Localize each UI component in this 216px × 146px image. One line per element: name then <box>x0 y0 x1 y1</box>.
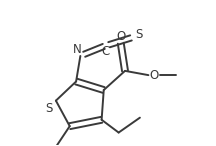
Text: O: O <box>149 69 158 82</box>
Text: S: S <box>135 28 143 41</box>
Text: N: N <box>73 43 81 56</box>
Text: C: C <box>102 45 110 58</box>
Text: S: S <box>45 102 52 115</box>
Text: O: O <box>116 30 125 43</box>
